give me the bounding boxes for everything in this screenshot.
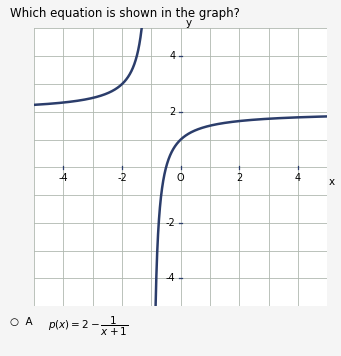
Text: -2: -2 bbox=[166, 218, 176, 228]
Text: -4: -4 bbox=[59, 173, 68, 183]
Text: 4: 4 bbox=[295, 173, 301, 183]
Text: Which equation is shown in the graph?: Which equation is shown in the graph? bbox=[10, 7, 240, 20]
Text: 2: 2 bbox=[236, 173, 242, 183]
Text: $p(x) = 2 - \dfrac{1}{x+1}$: $p(x) = 2 - \dfrac{1}{x+1}$ bbox=[48, 315, 128, 338]
Text: -4: -4 bbox=[166, 273, 176, 283]
Text: x: x bbox=[329, 177, 335, 187]
Text: 4: 4 bbox=[169, 51, 176, 61]
Text: -2: -2 bbox=[117, 173, 127, 183]
Text: ○  A: ○ A bbox=[10, 317, 33, 327]
Text: O: O bbox=[177, 173, 184, 183]
Text: 2: 2 bbox=[169, 107, 176, 117]
Text: y: y bbox=[186, 18, 192, 28]
